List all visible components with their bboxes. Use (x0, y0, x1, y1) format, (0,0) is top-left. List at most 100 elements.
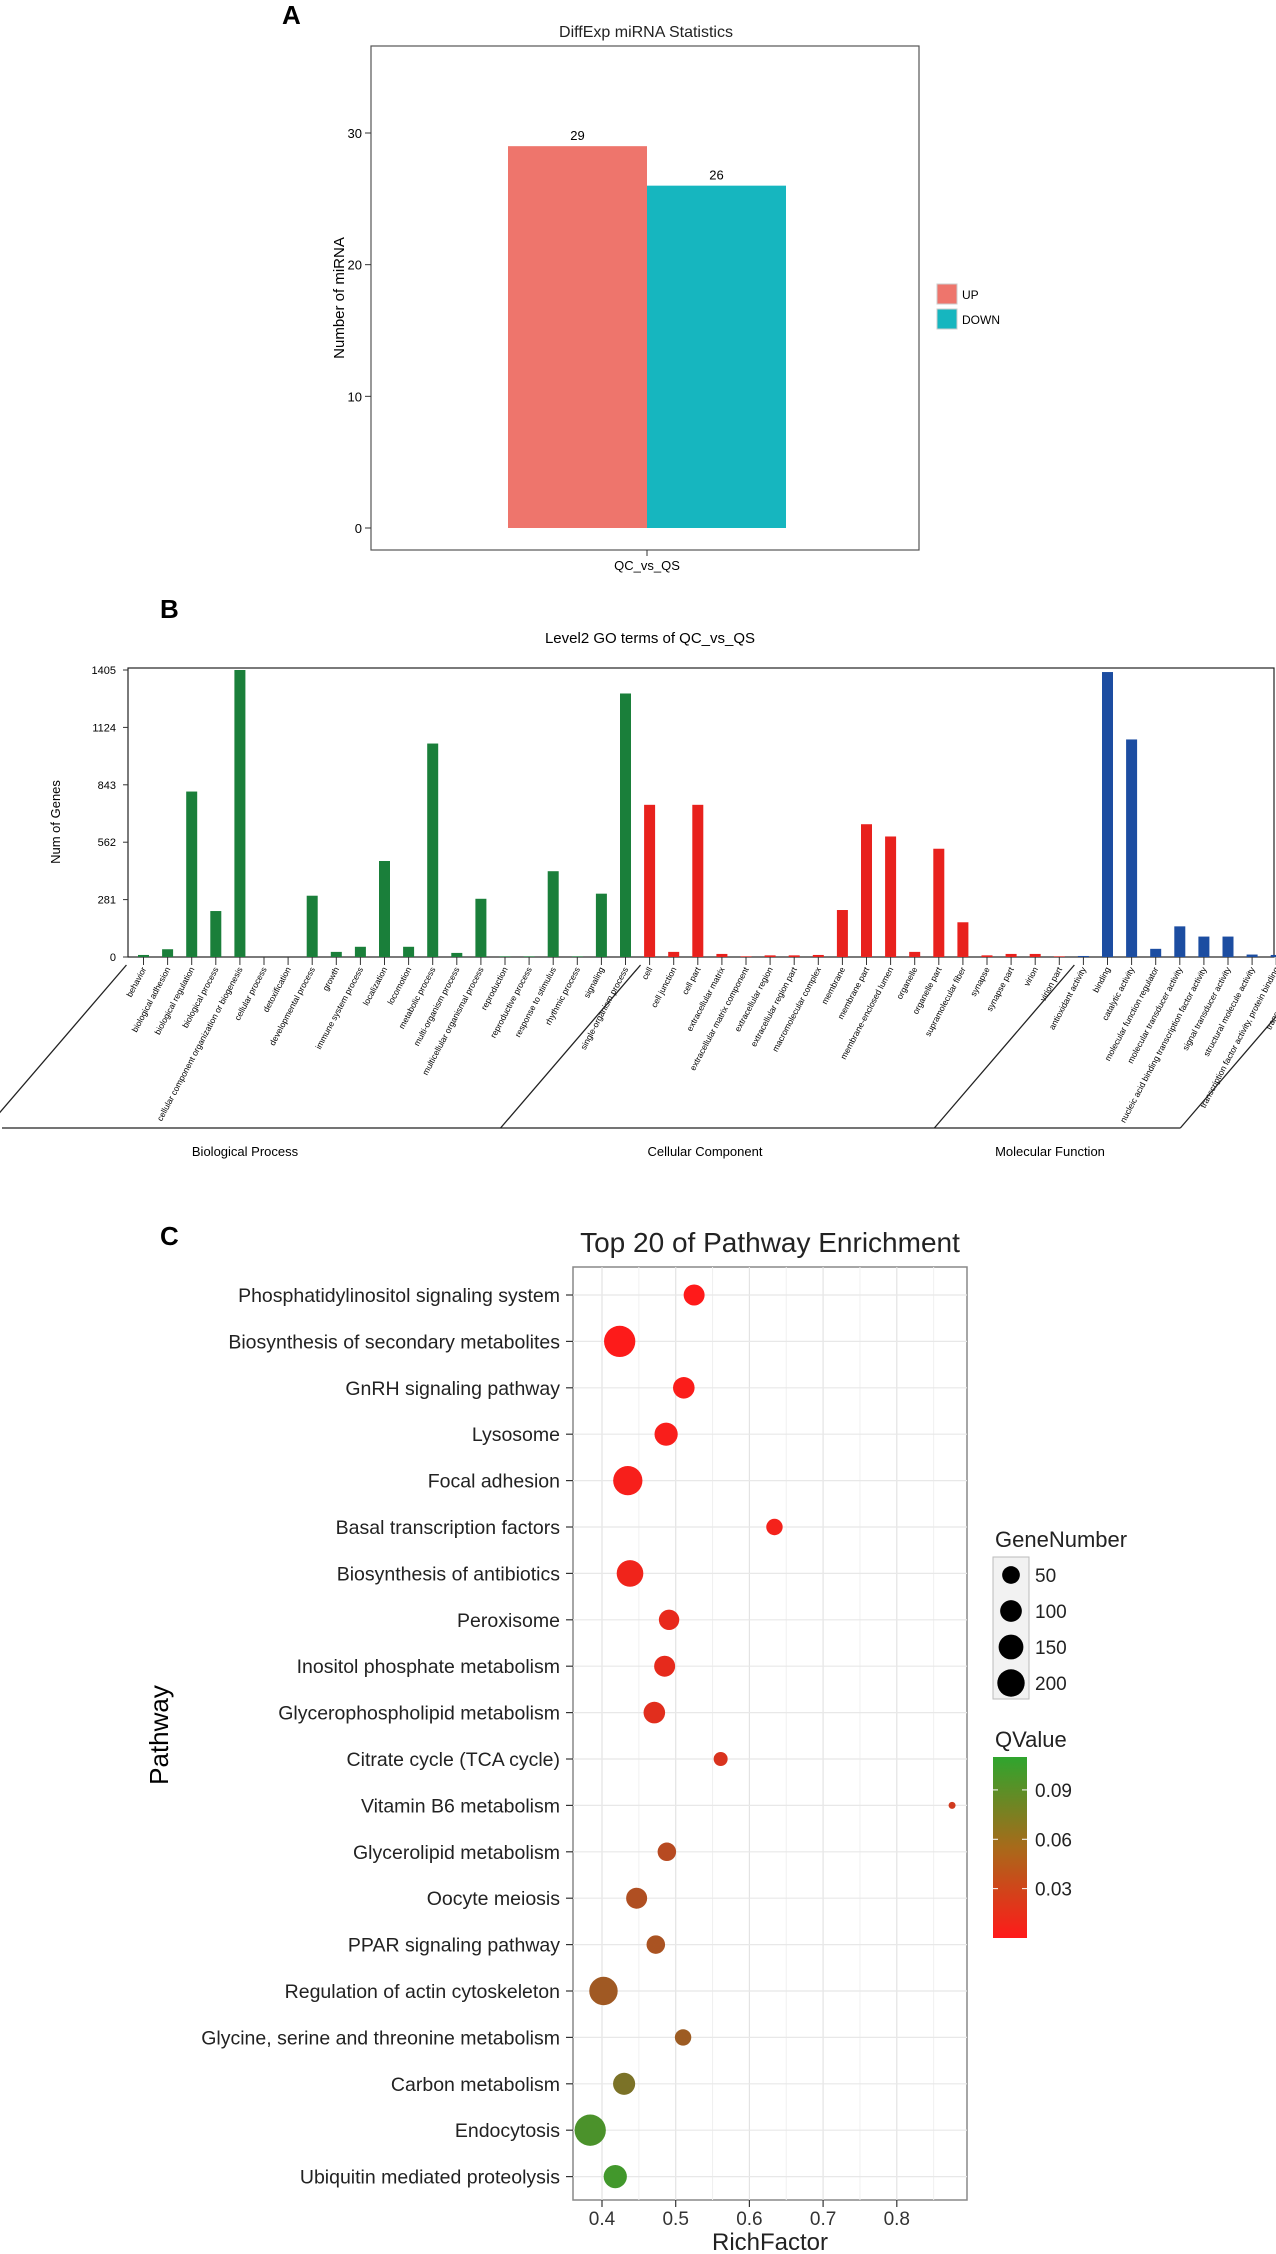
panel-c-color-legend-title: QValue (995, 1727, 1067, 1752)
panel-b-term-label: developmental process (267, 965, 317, 1047)
panel-c-xtick-label: 0.5 (662, 2209, 688, 2230)
panel-c-pathway-label: Biosynthesis of antibiotics (337, 1563, 561, 1585)
panel-c-pathway-label: Glycerophospholipid metabolism (278, 1703, 560, 1725)
panel-b-bar (1102, 672, 1113, 957)
panel-b-bar (354, 946, 366, 957)
panel-c-pathway-label: Biosynthesis of secondary metabolites (228, 1331, 560, 1353)
panel-a-ylabel: Number of miRNA (331, 237, 348, 359)
panel-b-bar (1150, 948, 1162, 957)
panel-c-size-legend-label: 50 (1035, 1566, 1056, 1587)
panel-c-size-legend-label: 150 (1035, 1638, 1067, 1659)
panel-a-bar-label: 26 (709, 168, 723, 183)
panel-c-title: Top 20 of Pathway Enrichment (580, 1227, 960, 1258)
panel-b-bracket-divider (933, 964, 1075, 1129)
panel-c-xlabel: RichFactor (712, 2229, 828, 2254)
panel-b: B Level2 GO terms of QC_vs_QS 0 281 562 843 11… (0, 594, 1276, 1159)
panel-b-term-label: organelle (894, 965, 919, 1001)
panel-b-bar (523, 956, 535, 957)
panel-b-bar (547, 871, 559, 957)
panel-c-point (613, 2072, 636, 2095)
panel-b-bar (836, 910, 848, 957)
panel-b-bar (427, 743, 439, 957)
panel-c-pathway-label: Lysosome (472, 1424, 560, 1446)
panel-a-plot-frame (370, 45, 920, 551)
panel-c-pathway-label: Glycine, serine and threonine metabolism (201, 2027, 560, 2049)
panel-c-point (673, 1377, 695, 1399)
panel-b-letter: B (160, 594, 179, 624)
panel-a-bar-up (508, 146, 647, 528)
panel-b-term-label: synapse (968, 965, 992, 998)
panel-c-point (646, 1935, 666, 1954)
panel-c-pathway-label: Citrate cycle (TCA cycle) (347, 1749, 560, 1771)
panel-c-size-legend-label: 200 (1035, 1674, 1067, 1695)
panel-a-letter: A (282, 0, 301, 30)
panel-b-term-label: virion part (1038, 965, 1065, 1003)
panel-b-ytick-label: 843 (98, 780, 116, 792)
panel-a-legend-label: UP (962, 288, 979, 302)
panel-b-bracket-line (1179, 1015, 1276, 1129)
panel-c-point (713, 1752, 728, 1766)
panel-c-point (948, 1801, 956, 1809)
panel-b-term-label: behavior (124, 965, 148, 999)
panel-a-ytick-label: 20 (348, 258, 362, 273)
panel-b-bar (210, 911, 222, 957)
panel-c-pathway-label: Regulation of actin cytoskeleton (285, 1981, 560, 2003)
panel-b-bar (330, 951, 342, 957)
panel-b-term-label: binding (1091, 965, 1113, 994)
panel-c-xtick-label: 0.8 (884, 2209, 910, 2230)
panel-b-bar (740, 956, 752, 957)
panel-c-color-legend-label: 0.03 (1035, 1880, 1072, 1901)
panel-b-bar (716, 953, 728, 957)
panel-b-bar (788, 955, 800, 957)
panel-c-point (574, 2114, 606, 2146)
panel-c-pathway-label: Carbon metabolism (391, 2074, 560, 2096)
panel-b-term-label: growth (320, 965, 341, 992)
panel-b-ytick-label: 562 (98, 837, 116, 849)
panel-c: C Top 20 of Pathway Enrichment Phosphatidy… (144, 1221, 1127, 2254)
panel-b-bar (186, 791, 198, 957)
panel-c-point (657, 1842, 677, 1862)
panel-c-xtick-label: 0.4 (589, 2209, 616, 2230)
panel-a-legend-key-up (936, 283, 958, 305)
panel-b-bar (1198, 936, 1210, 957)
panel-b-bar (1005, 953, 1017, 957)
panel-c-pathway-label: PPAR signaling pathway (348, 1935, 560, 1957)
panel-c-ylabel: Pathway (144, 1685, 174, 1785)
panel-b-term-label: cell (640, 965, 655, 981)
panel-b-bar (1174, 926, 1186, 957)
panel-b-bar (812, 954, 824, 957)
panel-b-bar (379, 860, 390, 957)
panel-c-color-legend-label: 0.06 (1035, 1830, 1072, 1851)
panel-b-bracket-line (0, 964, 127, 1114)
panel-c-letter: C (160, 1221, 179, 1251)
panel-b-bar (885, 836, 897, 957)
panel-b-bar (1126, 739, 1138, 957)
panel-b-title: Level2 GO terms of QC_vs_QS (545, 630, 755, 647)
panel-c-point (603, 2164, 627, 2189)
panel-c-xtick-label: 0.6 (736, 2209, 762, 2230)
panel-c-pathway-label: Basal transcription factors (336, 1517, 561, 1539)
panel-c-pathway-label: Ubiquitin mediated proteolysis (300, 2167, 560, 2189)
panel-b-bar (764, 955, 776, 957)
panel-b-group-label: Molecular Function (995, 1144, 1105, 1159)
panel-c-pathway-label: Peroxisome (457, 1610, 560, 1632)
panel-b-bar (451, 952, 463, 957)
panel-c-point (658, 1609, 680, 1631)
panel-c-point (643, 1701, 666, 1724)
panel-b-bar (475, 898, 487, 957)
panel-c-point (613, 1465, 643, 1496)
panel-c-pathway-label: Phosphatidylinositol signaling system (238, 1285, 560, 1307)
panel-a-ytick-label: 10 (348, 389, 362, 404)
panel-b-bar (1246, 954, 1258, 957)
panel-b-term-label: immune system process (313, 965, 365, 1051)
panel-b-bar (1077, 955, 1089, 957)
panel-b-bar (1029, 953, 1041, 957)
panel-a: A DiffExp miRNA Statistics 0 10 20 30 Number o… (282, 0, 1000, 573)
panel-b-bar (981, 955, 993, 957)
panel-b-term-label: cell part (680, 965, 703, 997)
panel-b-bar (162, 949, 174, 957)
panel-b-ylabel: Num of Genes (48, 780, 63, 864)
panel-b-bar (1053, 956, 1065, 957)
panel-a-bar-down (647, 185, 786, 528)
